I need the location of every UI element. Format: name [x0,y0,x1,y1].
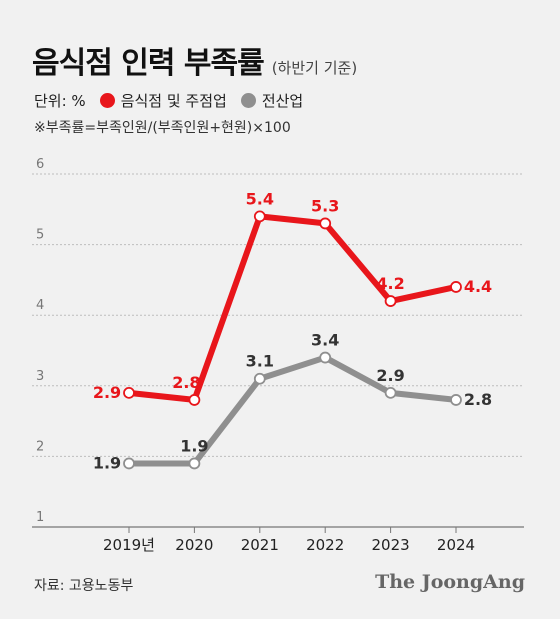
legend-dot-all-industry [240,93,256,108]
y-tick-label: 4 [36,298,44,313]
chart-subtitle: (하반기 기준) [271,59,358,77]
y-tick-label: 6 [36,157,44,172]
series-line-0 [126,213,459,403]
data-point [123,457,135,470]
legend: 단위: % 음식점 및 주점업 전산업 [34,90,303,111]
data-label: 2.8 [172,373,200,392]
chart-title: 음식점 인력 부족률 [32,46,265,81]
data-point [253,210,266,223]
data-point [384,295,397,307]
data-point [450,394,462,406]
data-label: 2.9 [93,383,121,402]
data-label: 4.4 [464,277,492,296]
x-tick-label: 2022 [306,536,344,554]
x-tick-label: 2024 [437,536,475,554]
data-label: 3.1 [246,352,274,371]
data-label: 1.9 [180,436,208,455]
unit-label: 단위: % [34,92,86,110]
data-point [123,386,135,399]
formula-note: ※부족률=부족인원/(부족인원+현원)×100 [34,120,291,136]
data-label: 3.4 [311,331,339,350]
data-label: 4.2 [376,274,404,293]
data-point [319,351,332,364]
y-tick-label: 1 [36,510,44,525]
brand-logo: The JoongAng [375,571,525,593]
y-tick-label: 5 [36,228,44,243]
legend-dot-restaurant [99,93,115,108]
data-label: 5.3 [311,196,339,215]
legend-label-restaurant: 음식점 및 주점업 [120,92,227,110]
y-tick-label: 3 [36,369,44,384]
y-tick-label: 2 [36,439,44,454]
data-point [188,457,201,470]
x-tick-label: 2023 [372,536,410,554]
x-tick-label: 2021 [241,536,279,554]
legend-label-all-industry: 전산업 [261,92,304,110]
data-point [319,217,332,230]
data-label: 2.8 [464,390,492,409]
title-row: 음식점 인력 부족률 (하반기 기준) [32,38,357,82]
data-point [384,386,397,399]
data-point [253,372,266,385]
series-line-1 [126,354,459,467]
data-label: 5.4 [246,189,274,208]
data-point [188,394,201,406]
data-point [450,281,462,293]
source-text: 자료: 고용노동부 [34,578,134,594]
data-label: 1.9 [93,453,121,472]
data-label: 2.9 [376,366,404,385]
x-tick-label: 2019년 [103,536,155,554]
x-tick-label: 2020 [175,536,213,554]
